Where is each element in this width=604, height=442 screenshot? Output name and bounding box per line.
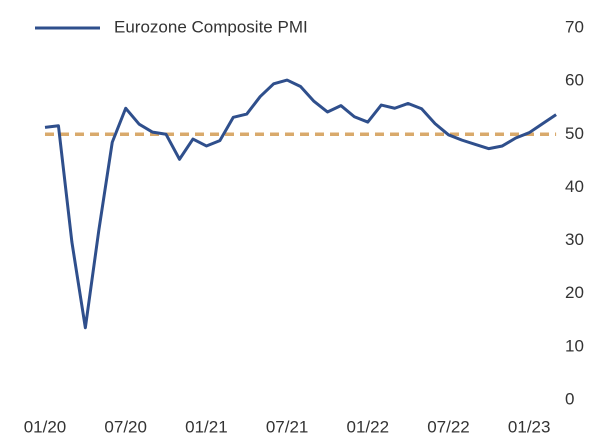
x-tick-label: 01/21	[185, 417, 228, 436]
y-tick-label: 0	[565, 389, 574, 408]
y-tick-label: 30	[565, 230, 584, 249]
data-line	[44, 78, 557, 330]
x-tick-label: 07/20	[104, 417, 147, 436]
x-tick-label: 01/20	[24, 417, 67, 436]
legend-label: Eurozone Composite PMI	[114, 17, 308, 36]
x-tick-label: 07/22	[427, 417, 470, 436]
x-tick-label: 01/22	[347, 417, 390, 436]
y-tick-label: 50	[565, 124, 584, 143]
y-tick-label: 10	[565, 336, 584, 355]
x-tick-label: 01/23	[508, 417, 551, 436]
x-tick-label: 07/21	[266, 417, 309, 436]
y-tick-label: 40	[565, 177, 584, 196]
y-tick-label: 20	[565, 283, 584, 302]
y-tick-label: 70	[565, 17, 584, 36]
y-tick-label: 60	[565, 71, 584, 90]
